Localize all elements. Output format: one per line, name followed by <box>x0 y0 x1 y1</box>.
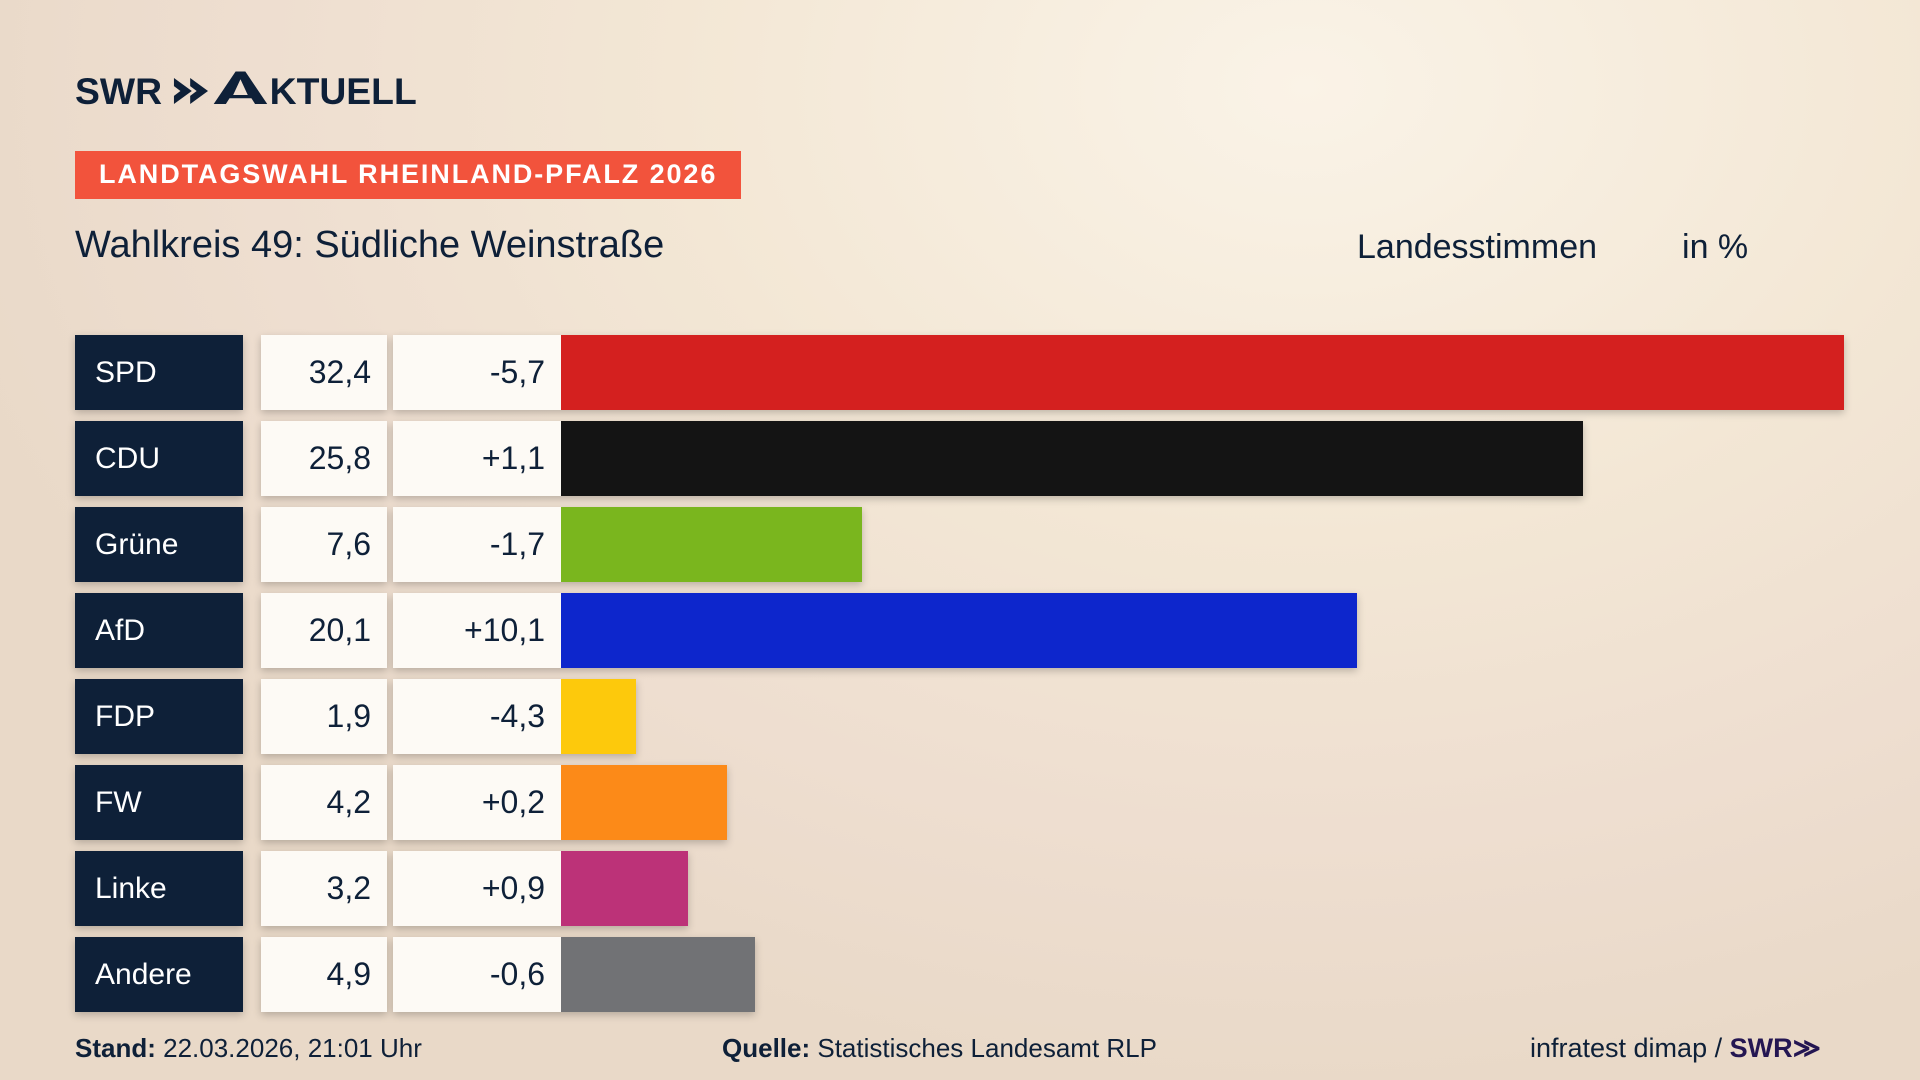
svg-text:SWR: SWR <box>75 70 162 112</box>
svg-text:KTUELL: KTUELL <box>270 70 417 112</box>
